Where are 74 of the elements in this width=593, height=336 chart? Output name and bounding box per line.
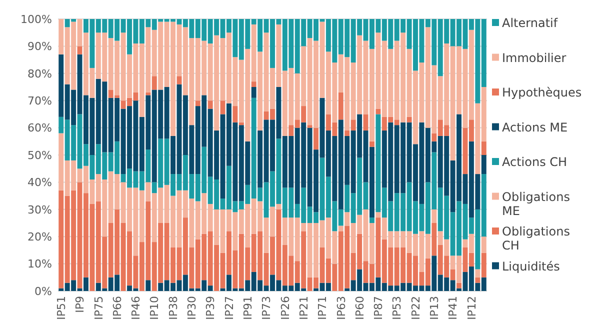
legend-label: Obligations CH <box>502 224 570 252</box>
bar <box>456 282 462 288</box>
x-tick-label: IP38 <box>166 296 180 320</box>
x-tick-label: IP60 <box>353 296 366 320</box>
bar <box>220 100 226 114</box>
bar <box>475 269 480 278</box>
x-tick-label: IP63 <box>334 296 348 320</box>
x-tick-label: IP73 <box>260 296 274 320</box>
bar <box>176 76 182 84</box>
y-tick-label: 100% <box>20 12 52 26</box>
x-tick-label: IP51 <box>54 296 68 320</box>
x-tick-label: IP71 <box>316 296 330 320</box>
bar <box>481 141 486 155</box>
bar <box>338 226 344 232</box>
bar <box>406 116 412 122</box>
x-tick-label: IP13 <box>428 296 441 320</box>
x-tick-label: IP22 <box>409 296 422 320</box>
legend-label: Hypothèques <box>502 86 582 100</box>
bar <box>251 87 256 98</box>
y-tick-label: 50% <box>28 148 52 162</box>
bar <box>314 128 319 150</box>
bar <box>369 141 374 147</box>
legend-label: Obligations ME <box>502 190 570 218</box>
bar <box>376 212 381 218</box>
legend-label: Immobilier <box>502 50 566 65</box>
bar <box>376 108 381 114</box>
y-tick-label: 80% <box>28 67 52 80</box>
bar <box>146 92 151 96</box>
y-tick-label: 0% <box>34 284 52 298</box>
x-tick-label: IP10 <box>148 296 162 320</box>
bar <box>152 76 157 90</box>
y-tick-label: 30% <box>28 203 52 216</box>
bar <box>208 100 213 109</box>
x-tick-label: IP26 <box>278 296 292 320</box>
legend-label: Actions ME <box>502 120 568 134</box>
bar <box>77 46 82 54</box>
bar <box>344 130 350 136</box>
x-tick-label: IP91 <box>241 296 254 320</box>
bar <box>146 280 151 291</box>
bar <box>369 218 374 223</box>
legend-label: Actions CH <box>502 155 568 170</box>
bar <box>363 114 368 131</box>
x-tick-label: IP53 <box>390 296 404 320</box>
y-tick-label: 10% <box>28 258 52 271</box>
y-tick-label: 60% <box>28 122 52 135</box>
bar <box>481 236 486 253</box>
legend-label: Alternatif <box>502 16 558 30</box>
x-tick-label: IP75 <box>92 296 106 320</box>
bar <box>307 125 312 128</box>
x-tick-label: IP12 <box>465 296 478 320</box>
x-tick-label: IP21 <box>297 296 310 320</box>
bar <box>432 209 437 223</box>
y-tick-label: 70% <box>28 94 52 108</box>
bar <box>232 106 238 122</box>
y-tick-label: 90% <box>28 40 52 54</box>
bar <box>238 122 244 126</box>
x-tick-label: IP46 <box>130 296 143 320</box>
y-tick-label: 20% <box>28 230 52 244</box>
bar <box>350 120 356 131</box>
x-tick-label: IP27 <box>222 296 236 320</box>
x-tick-label: IP9 <box>74 296 87 313</box>
legend-label: Liquidités <box>502 259 560 274</box>
x-tick-label: IP41 <box>446 296 460 320</box>
bar <box>338 92 344 120</box>
x-tick-label: IP87 <box>372 296 386 320</box>
bar <box>481 155 486 174</box>
bar <box>481 252 486 278</box>
y-tick-label: 40% <box>28 176 52 190</box>
bar <box>251 82 256 87</box>
bar <box>195 100 200 106</box>
x-tick-label: IP66 <box>110 296 124 320</box>
x-tick-label: IP39 <box>204 296 218 320</box>
bar <box>475 277 480 283</box>
x-tick-label: IP30 <box>186 296 199 320</box>
